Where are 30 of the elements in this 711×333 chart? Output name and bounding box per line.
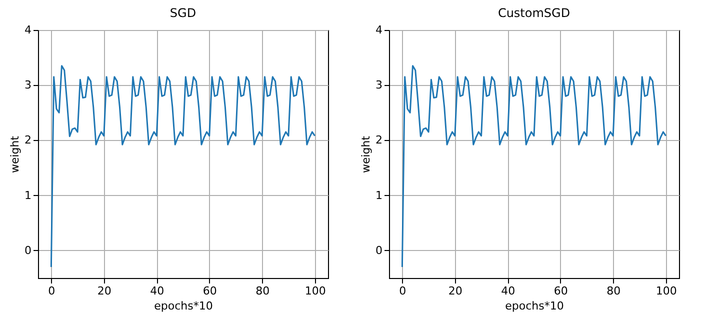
x-axis-title: epochs*10 — [505, 300, 564, 312]
x-tick-label: 20 — [448, 284, 462, 298]
y-tick-label: 1 — [24, 188, 32, 202]
y-tick-label: 0 — [376, 244, 382, 257]
line-series — [50, 65, 316, 268]
x-tick-label: 100 — [656, 284, 677, 298]
y-tick-label: 4 — [24, 24, 32, 36]
y-axis-title: weight — [8, 135, 22, 174]
y-tick-label: 4 — [376, 24, 382, 36]
y-tick-label: 0 — [24, 244, 32, 257]
x-tick-label: 20 — [97, 284, 112, 298]
y-tick-label: 3 — [376, 78, 382, 92]
y-tick-label: 1 — [376, 188, 382, 202]
chart-title: CustomSGD — [498, 6, 570, 20]
x-tick-label: 40 — [501, 284, 516, 298]
line-series — [401, 65, 667, 268]
chart-title: SGD — [170, 6, 196, 20]
x-tick-label: 40 — [150, 284, 164, 298]
x-tick-label: 100 — [304, 284, 326, 298]
x-tick-label: 60 — [554, 284, 568, 298]
y-tick-label: 2 — [24, 134, 32, 147]
x-tick-label: 0 — [48, 284, 56, 298]
y-axis-title: weight — [360, 135, 372, 174]
y-tick-label: 3 — [24, 78, 32, 92]
x-tick-label: 60 — [202, 284, 217, 298]
x-tick-label: 80 — [606, 284, 621, 298]
x-tick-label: 80 — [256, 284, 270, 298]
x-axis-title: epochs*10 — [154, 300, 213, 312]
x-tick-label: 0 — [399, 284, 406, 298]
y-tick-label: 2 — [376, 134, 382, 147]
